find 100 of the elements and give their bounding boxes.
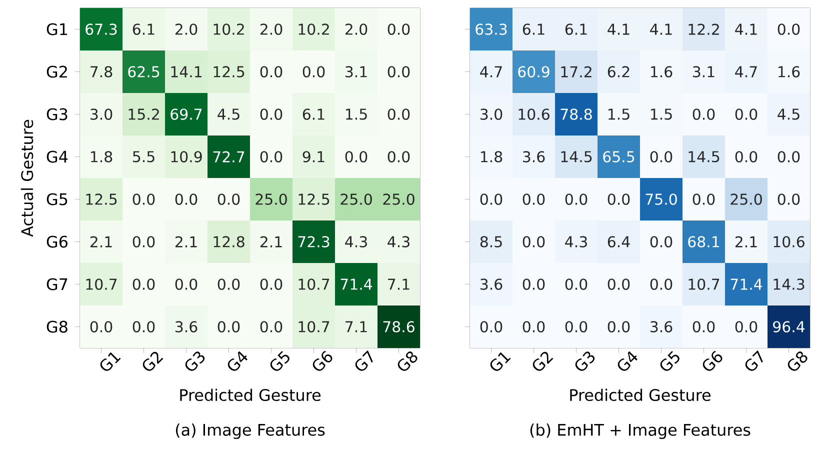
data-label: 0.0	[132, 236, 155, 248]
data-label: 5.5	[133, 151, 154, 162]
data-label: 0.0	[778, 194, 800, 205]
y-tick-label: G8	[46, 320, 68, 333]
y-tick-label: G4	[46, 150, 68, 163]
data-label: 10.6	[774, 236, 804, 248]
data-label: 78.8	[560, 108, 592, 120]
data-label: 7.1	[388, 278, 410, 290]
data-label: 2.0	[260, 24, 282, 35]
data-label: 0.0	[522, 194, 545, 205]
x-tick-label: G6	[312, 350, 332, 371]
data-label: 14.3	[774, 278, 804, 290]
y-tick-label: G1	[46, 23, 68, 36]
data-label: 0.0	[735, 108, 758, 120]
data-label: 0.0	[650, 278, 672, 290]
data-label: 0.0	[735, 321, 758, 332]
data-label: 6.1	[522, 24, 544, 35]
data-label: 6.1	[302, 108, 324, 120]
data-label: 1.8	[91, 151, 112, 162]
data-label: 71.4	[340, 278, 372, 290]
data-label: 4.1	[608, 24, 630, 35]
text: (b) EmHT + Image Features	[530, 424, 750, 439]
data-label: 3.6	[523, 151, 545, 162]
data-label: 0.0	[522, 321, 545, 332]
data-label: 0.0	[90, 321, 112, 332]
data-label: 14.5	[688, 151, 720, 162]
y-axis-title: Actual Gesture	[20, 120, 34, 237]
data-label: 10.9	[171, 151, 202, 162]
data-label: 25.0	[340, 194, 372, 205]
data-label: 1.5	[608, 108, 630, 120]
x-tick-label: G1	[100, 352, 121, 371]
data-label: 25.0	[730, 194, 762, 205]
x-tick-label: G8	[788, 351, 808, 371]
data-label: 0.0	[388, 66, 410, 78]
x-tick-label: G6	[702, 350, 722, 371]
data-label: 14.1	[171, 66, 202, 78]
data-label: 12.8	[214, 236, 244, 248]
data-label: 96.4	[773, 321, 805, 332]
data-label: 0.0	[480, 321, 502, 332]
data-label: 4.7	[480, 66, 502, 78]
data-label: 3.0	[480, 108, 502, 120]
data-label: 1.5	[346, 108, 367, 120]
data-label: 0.0	[565, 194, 588, 205]
data-label: 0.0	[302, 66, 325, 78]
data-label: 7.1	[346, 321, 367, 332]
data-label: 1.6	[778, 66, 800, 78]
data-label: 72.3	[298, 236, 330, 248]
x-tick-label: G3	[575, 352, 595, 371]
data-label: 2.1	[735, 236, 757, 248]
data-label: 0.0	[480, 194, 502, 205]
data-label: 0.0	[260, 321, 282, 332]
data-label: 3.0	[90, 108, 112, 120]
data-label: 12.5	[298, 194, 330, 205]
data-label: 10.2	[214, 24, 244, 35]
data-label: 2.1	[260, 236, 282, 248]
x-tick-label: G2	[532, 352, 554, 371]
x-tick-label: G1	[490, 352, 511, 371]
data-label: 0.0	[778, 24, 800, 35]
data-label: 12.2	[688, 24, 719, 35]
data-label: 3.6	[480, 278, 502, 290]
x-axis-title: Predicted Gesture	[570, 388, 711, 402]
data-label: 0.0	[650, 151, 672, 162]
data-label: 2.0	[175, 24, 198, 35]
x-tick-label: G5	[660, 351, 680, 371]
data-label: 0.0	[522, 278, 545, 290]
y-tick-label: G6	[46, 236, 68, 248]
data-label: 0.0	[175, 278, 198, 290]
data-label: 6.2	[608, 66, 630, 78]
data-label: 3.6	[176, 321, 198, 332]
x-tick-label: G5	[270, 351, 290, 371]
x-axis-title: Predicted Gesture	[180, 388, 321, 402]
data-label: 7.8	[90, 66, 112, 78]
data-label: 10.7	[688, 278, 720, 290]
data-label: 0.0	[608, 194, 630, 205]
data-label: 12.5	[214, 66, 244, 78]
data-label: 78.6	[383, 321, 414, 332]
data-label: 0.0	[260, 151, 282, 162]
data-label: 75.0	[646, 194, 677, 205]
data-label: 0.0	[132, 278, 155, 290]
data-label: 10.6	[518, 108, 550, 120]
data-label: 4.5	[218, 108, 240, 120]
data-label: 0.0	[692, 108, 715, 120]
data-label: 3.6	[650, 321, 672, 332]
data-label: 0.0	[522, 236, 545, 248]
data-label: 4.3	[388, 236, 410, 248]
data-label: 0.0	[175, 194, 198, 205]
data-label: 10.7	[298, 278, 330, 290]
y-tick-label: G5	[46, 193, 68, 206]
data-label: 0.0	[565, 278, 588, 290]
x-tick-label: G8	[398, 351, 418, 371]
data-label: 0.0	[260, 278, 282, 290]
data-label: 10.7	[298, 321, 330, 332]
data-label: 12.5	[86, 194, 117, 205]
data-label: 1.6	[651, 66, 672, 78]
data-label: 62.5	[128, 66, 160, 78]
data-label: 2.0	[345, 24, 368, 35]
data-label: 0.0	[388, 151, 410, 162]
data-label: 3.1	[693, 66, 714, 78]
data-label: 0.0	[778, 151, 800, 162]
x-tick-label: G4	[618, 351, 638, 371]
